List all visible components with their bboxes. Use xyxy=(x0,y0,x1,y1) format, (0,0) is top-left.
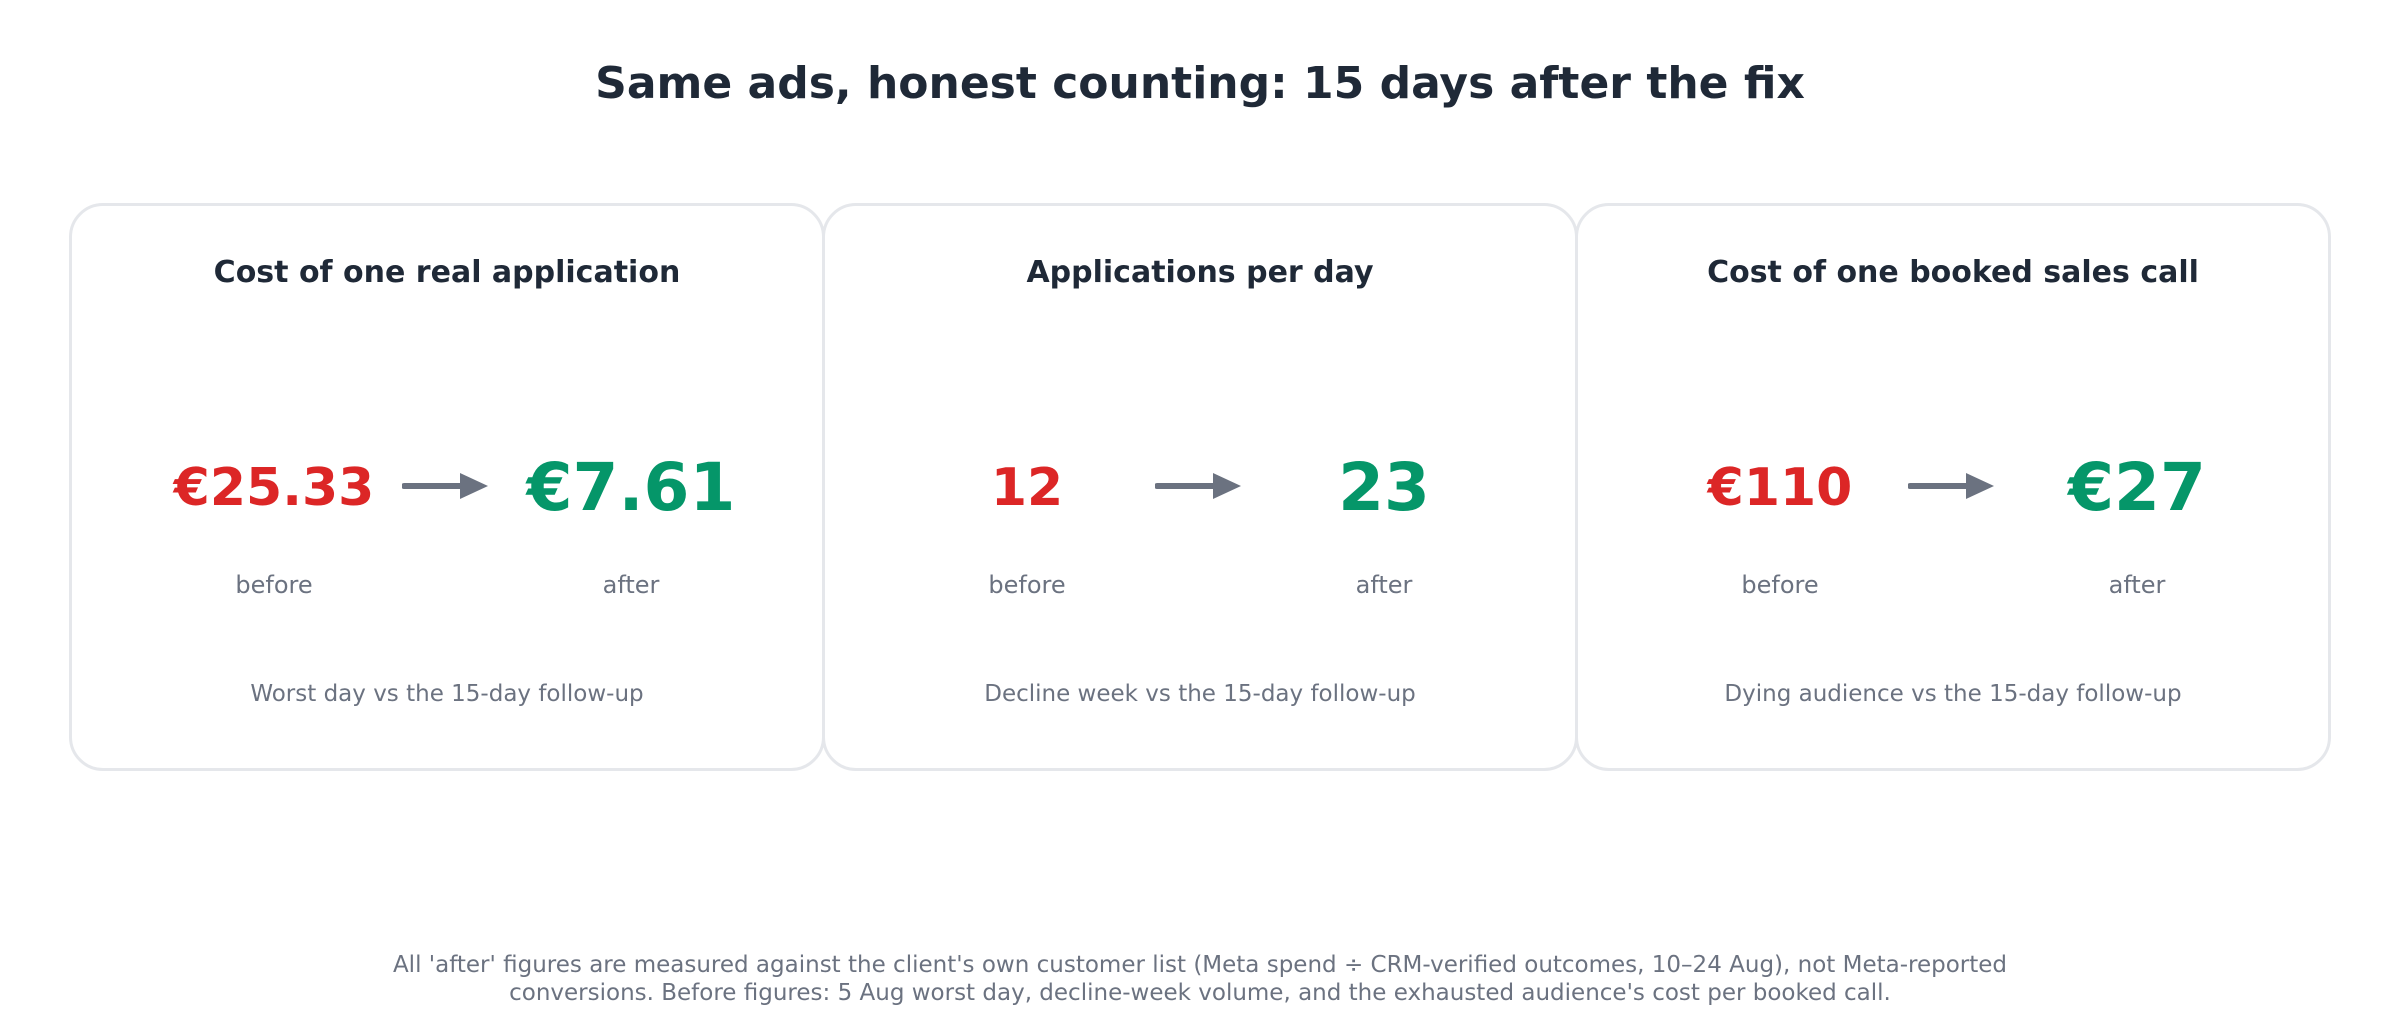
card-title: Applications per day xyxy=(1026,255,1374,290)
arrow-right-icon xyxy=(402,473,488,499)
before-value: €25.33 xyxy=(173,458,375,518)
metric-card-application-cost: Cost of one real application €25.33 €7.6… xyxy=(69,203,825,771)
after-value: €7.61 xyxy=(526,449,736,526)
metric-card-applications-per-day: Applications per day 12 23 before after … xyxy=(822,203,1578,771)
metric-card-sales-call-cost: Cost of one booked sales call €110 €27 b… xyxy=(1575,203,2331,771)
after-label: after xyxy=(2108,571,2166,599)
footnote: All 'after' figures are measured against… xyxy=(300,951,2100,1007)
footnote-line: All 'after' figures are measured against… xyxy=(392,952,2008,978)
before-label: before xyxy=(988,571,1066,599)
after-label: after xyxy=(1355,571,1413,599)
before-value: 12 xyxy=(990,458,1064,518)
card-caption: Worst day vs the 15-day follow-up xyxy=(250,681,644,707)
card-title: Cost of one real application xyxy=(213,255,681,290)
after-label: after xyxy=(602,571,660,599)
before-value: €110 xyxy=(1707,458,1853,518)
after-value: 23 xyxy=(1338,449,1430,526)
before-label: before xyxy=(1741,571,1819,599)
footnote-line: conversions. Before figures: 5 Aug worst… xyxy=(509,980,1891,1006)
before-label: before xyxy=(235,571,313,599)
card-caption: Decline week vs the 15-day follow-up xyxy=(984,681,1416,707)
page-title: Same ads, honest counting: 15 days after… xyxy=(595,58,1805,109)
arrow-right-icon xyxy=(1155,473,1241,499)
card-caption: Dying audience vs the 15-day follow-up xyxy=(1724,681,2182,707)
after-value: €27 xyxy=(2068,449,2206,526)
arrow-right-icon xyxy=(1908,473,1994,499)
card-title: Cost of one booked sales call xyxy=(1707,255,2199,290)
